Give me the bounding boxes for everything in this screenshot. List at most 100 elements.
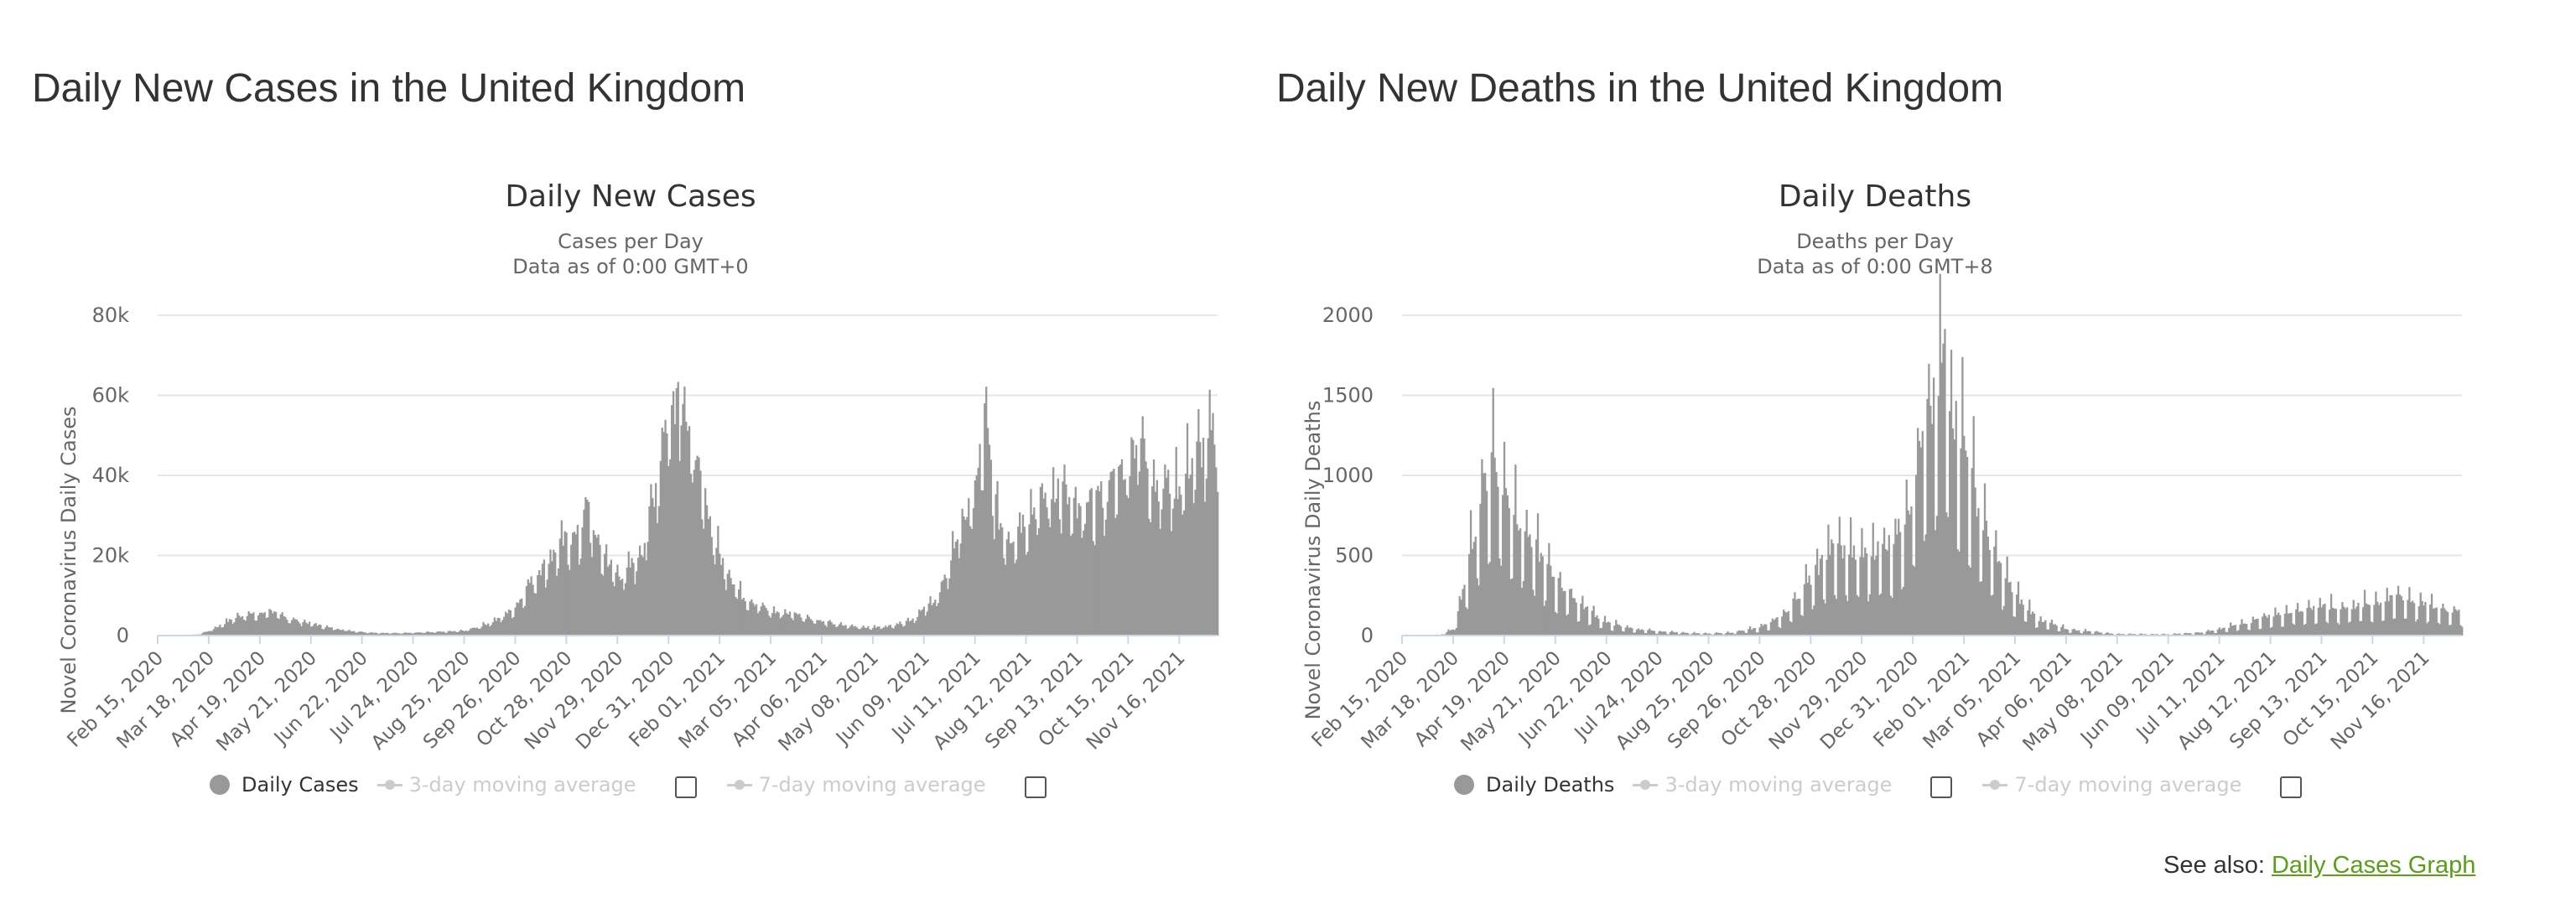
deaths-bar	[1451, 630, 1453, 636]
deaths-bar	[2446, 611, 2449, 636]
cases-bar	[892, 628, 895, 636]
cases-bar	[1157, 501, 1160, 636]
cases-bar	[1215, 467, 1218, 636]
deaths-bar	[1631, 628, 1633, 636]
deaths-bar	[1955, 401, 1957, 636]
deaths-bar	[1618, 625, 1621, 636]
deaths-bar	[2315, 623, 2319, 636]
cases-bar	[932, 603, 935, 636]
cases-bar	[554, 553, 557, 636]
cases-bar	[766, 610, 769, 636]
cases-bar	[306, 624, 309, 636]
deaths-bar	[1538, 562, 1541, 636]
cases-bar	[439, 631, 442, 636]
deaths-bar	[2433, 608, 2436, 636]
cases-bar	[1087, 501, 1090, 636]
deaths-bar	[2246, 624, 2248, 636]
deaths-bar	[1639, 630, 1641, 636]
deaths-bar	[1947, 516, 1950, 636]
cases-bar	[445, 632, 448, 636]
deaths-bar	[2370, 621, 2372, 636]
cases-bar	[680, 425, 683, 636]
cases-bar	[964, 520, 967, 636]
deaths-bar	[2031, 611, 2034, 636]
deaths-bar	[1907, 510, 1909, 636]
cases-bar	[319, 625, 322, 636]
cases-bar	[841, 625, 844, 636]
cases-bar	[438, 631, 440, 636]
legend-daily-cases[interactable]: Daily Cases	[210, 773, 359, 797]
deaths-bar	[1898, 518, 1900, 636]
cases-bar	[286, 620, 288, 636]
cases-bar	[351, 631, 354, 636]
cases-bar	[905, 620, 908, 636]
deaths-bar	[2028, 599, 2031, 636]
deaths-bar	[1446, 631, 1448, 636]
deaths-bar	[1919, 447, 1923, 636]
line-marker-icon	[726, 775, 752, 795]
deaths-bar	[2188, 632, 2190, 636]
deaths-bar	[1829, 554, 1831, 636]
legend-deaths-3day-avg[interactable]: 3-day moving average	[1633, 773, 1892, 797]
deaths-bar	[2212, 631, 2215, 636]
cases-bar	[813, 623, 815, 636]
deaths-3day-checkbox[interactable]	[1930, 776, 1953, 798]
cases-bar	[901, 624, 903, 636]
deaths-bar	[2257, 618, 2259, 636]
daily-cases-graph-link[interactable]: Daily Cases Graph	[2271, 852, 2476, 879]
cases-bar	[604, 553, 606, 636]
cases-bar	[546, 579, 548, 636]
deaths-bar	[1870, 556, 1873, 636]
cases-bar	[1197, 409, 1200, 636]
deaths-bar	[1739, 631, 1742, 636]
cases-bar	[985, 387, 988, 636]
deaths-bar	[1824, 603, 1826, 636]
cases-bar	[300, 625, 303, 636]
cases-bar	[1178, 486, 1181, 636]
legend-cases-7day-avg[interactable]: 7-day moving average	[726, 773, 986, 797]
deaths-bar	[1534, 595, 1536, 636]
deaths-bar	[2298, 611, 2301, 636]
cases-bar	[1212, 413, 1214, 636]
cases-bar	[984, 402, 986, 636]
cases-bar	[279, 614, 282, 636]
deaths-bar	[2060, 626, 2063, 636]
legend-deaths-7day-avg[interactable]: 7-day moving average	[1982, 773, 2241, 797]
cases-bar	[608, 564, 611, 636]
cases-bar	[426, 631, 429, 636]
deaths-bar	[1578, 620, 1581, 636]
cases-bar	[942, 579, 944, 636]
deaths-bar	[2106, 632, 2109, 636]
cases-bar	[238, 615, 241, 636]
deaths-bar	[1749, 626, 1752, 636]
cases-bar	[455, 631, 458, 636]
deaths-bar	[2023, 621, 2026, 636]
cases-bar	[931, 605, 933, 636]
cases-bar	[401, 633, 403, 636]
deaths-bar	[2329, 610, 2331, 636]
cases-bar	[304, 620, 306, 636]
cases-bar	[551, 561, 553, 636]
deaths-bar	[1633, 632, 1637, 636]
deaths-7day-checkbox[interactable]	[2280, 776, 2303, 798]
deaths-bar	[2435, 607, 2438, 636]
cases-bar	[1173, 498, 1176, 636]
deaths-bar	[2381, 620, 2384, 636]
deaths-bar	[2382, 620, 2386, 636]
cases-bar	[839, 622, 843, 636]
deaths-bar	[1893, 543, 1895, 636]
cases-7day-checkbox[interactable]	[1024, 776, 1046, 798]
cases-bar	[1207, 438, 1209, 636]
deaths-bar	[1998, 561, 2001, 636]
deaths-bar	[1861, 527, 1863, 636]
legend-cases-3day-avg[interactable]: 3-day moving average	[377, 773, 636, 797]
cases-3day-checkbox[interactable]	[674, 776, 697, 798]
cases-bar	[671, 405, 673, 636]
legend-daily-deaths[interactable]: Daily Deaths	[1454, 773, 1614, 797]
cases-bar	[615, 572, 617, 636]
cases-bar	[1184, 474, 1187, 636]
cases-bar	[1002, 558, 1005, 636]
cases-bar	[742, 597, 745, 636]
cases-bar	[715, 548, 718, 636]
cases-bar	[1154, 491, 1157, 636]
